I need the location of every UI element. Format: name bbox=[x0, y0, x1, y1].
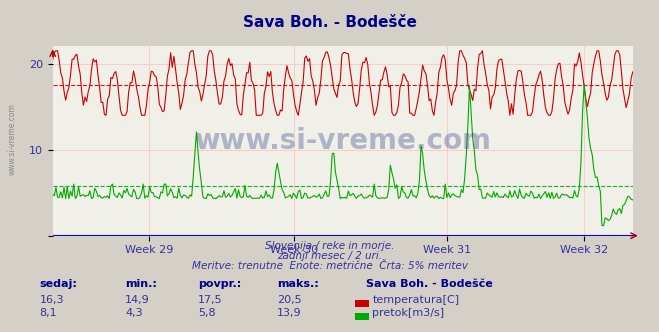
Text: 16,3: 16,3 bbox=[40, 295, 64, 305]
Text: 14,9: 14,9 bbox=[125, 295, 150, 305]
Text: Meritve: trenutne  Enote: metrične  Črta: 5% meritev: Meritve: trenutne Enote: metrične Črta: … bbox=[192, 261, 467, 271]
Text: zadnji mesec / 2 uri.: zadnji mesec / 2 uri. bbox=[277, 251, 382, 261]
Text: Sava Boh. - Bodešče: Sava Boh. - Bodešče bbox=[243, 15, 416, 30]
Text: 20,5: 20,5 bbox=[277, 295, 301, 305]
Text: 4,3: 4,3 bbox=[125, 308, 143, 318]
Text: www.si-vreme.com: www.si-vreme.com bbox=[8, 104, 17, 175]
Text: sedaj:: sedaj: bbox=[40, 279, 77, 289]
Text: 17,5: 17,5 bbox=[198, 295, 222, 305]
Text: 8,1: 8,1 bbox=[40, 308, 57, 318]
Text: temperatura[C]: temperatura[C] bbox=[372, 295, 459, 305]
Text: 13,9: 13,9 bbox=[277, 308, 301, 318]
Text: Sava Boh. - Bodešče: Sava Boh. - Bodešče bbox=[366, 279, 492, 289]
Text: Slovenija / reke in morje.: Slovenija / reke in morje. bbox=[265, 241, 394, 251]
Text: min.:: min.: bbox=[125, 279, 157, 289]
Text: povpr.:: povpr.: bbox=[198, 279, 241, 289]
Text: www.si-vreme.com: www.si-vreme.com bbox=[194, 127, 491, 155]
Text: pretok[m3/s]: pretok[m3/s] bbox=[372, 308, 444, 318]
Text: 5,8: 5,8 bbox=[198, 308, 215, 318]
Text: maks.:: maks.: bbox=[277, 279, 318, 289]
